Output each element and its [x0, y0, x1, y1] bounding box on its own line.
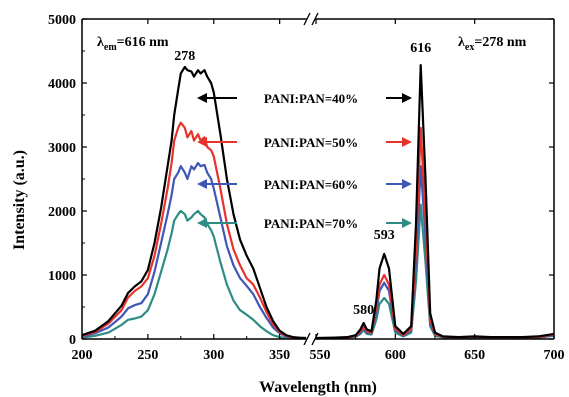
axis-break-mark: [303, 332, 311, 346]
plot-area: [82, 19, 554, 339]
peak-labels: 278 593 580 616: [174, 41, 431, 318]
y-tick-label: 1000: [48, 269, 76, 284]
series-line-3-excitation: [81, 161, 307, 340]
y-tick-label: 3000: [48, 141, 76, 156]
legend-arrowhead-right-3: [402, 179, 412, 189]
peak-label-278: 278: [174, 49, 195, 64]
x-tick-label: 650: [464, 348, 485, 363]
axis-break-mark: [303, 12, 311, 26]
y-tick-label: 5000: [48, 13, 76, 28]
axis-break-mark: [311, 332, 319, 346]
x-tick-label: 600: [385, 348, 406, 363]
y-axis-title: Intensity (a.u.): [11, 150, 28, 250]
legend-label-3: PANI:PAN=60%: [264, 177, 358, 192]
axes-layer: 0 1000 2000 3000 4000 5000 200 250 300 350 550 600 6…: [48, 12, 565, 363]
legend-arrowhead-left-3: [197, 179, 207, 189]
legend-arrowhead-left-2: [197, 137, 207, 147]
x-tick-label: 550: [310, 348, 331, 363]
series-line-2-excitation: [81, 121, 307, 340]
x-tick-label: 200: [72, 348, 93, 363]
legend-arrowhead-right-4: [402, 218, 412, 228]
peak-label-580: 580: [353, 303, 374, 318]
lambda-ex-annotation: λex=278 nm: [458, 35, 527, 53]
series-layer: [81, 63, 555, 340]
x-axis-title: Wavelength (nm): [259, 379, 377, 396]
legend-label-1: PANI:PAN=40%: [264, 91, 358, 106]
legend-label-4: PANI:PAN=70%: [264, 216, 358, 231]
peak-label-616: 616: [410, 41, 431, 56]
legend-arrowhead-left-1: [197, 93, 207, 103]
legend-arrowhead-right-1: [402, 93, 412, 103]
x-tick-label: 700: [544, 348, 565, 363]
x-tick-label: 350: [269, 348, 290, 363]
series-line-1-emission: [315, 63, 555, 340]
legend-arrowhead-right-2: [402, 137, 412, 147]
lambda-em-annotation: λem=616 nm: [97, 35, 169, 53]
legend: PANI:PAN=40% PANI:PAN=50% PANI:PAN=60% PANI…: [197, 91, 412, 231]
axis-break-mark: [311, 12, 319, 26]
plot-background: [82, 19, 554, 339]
y-tick-label: 4000: [48, 77, 76, 92]
peak-label-593: 593: [374, 228, 395, 243]
y-tick-label: 2000: [48, 205, 76, 220]
legend-label-2: PANI:PAN=50%: [264, 135, 358, 150]
x-tick-label: 250: [137, 348, 158, 363]
x-tick-label: 300: [203, 348, 224, 363]
series-line-4-excitation: [81, 209, 307, 340]
legend-arrowhead-left-4: [197, 218, 207, 228]
y-tick-label: 0: [69, 333, 76, 348]
series-line-1-excitation: [81, 65, 307, 340]
